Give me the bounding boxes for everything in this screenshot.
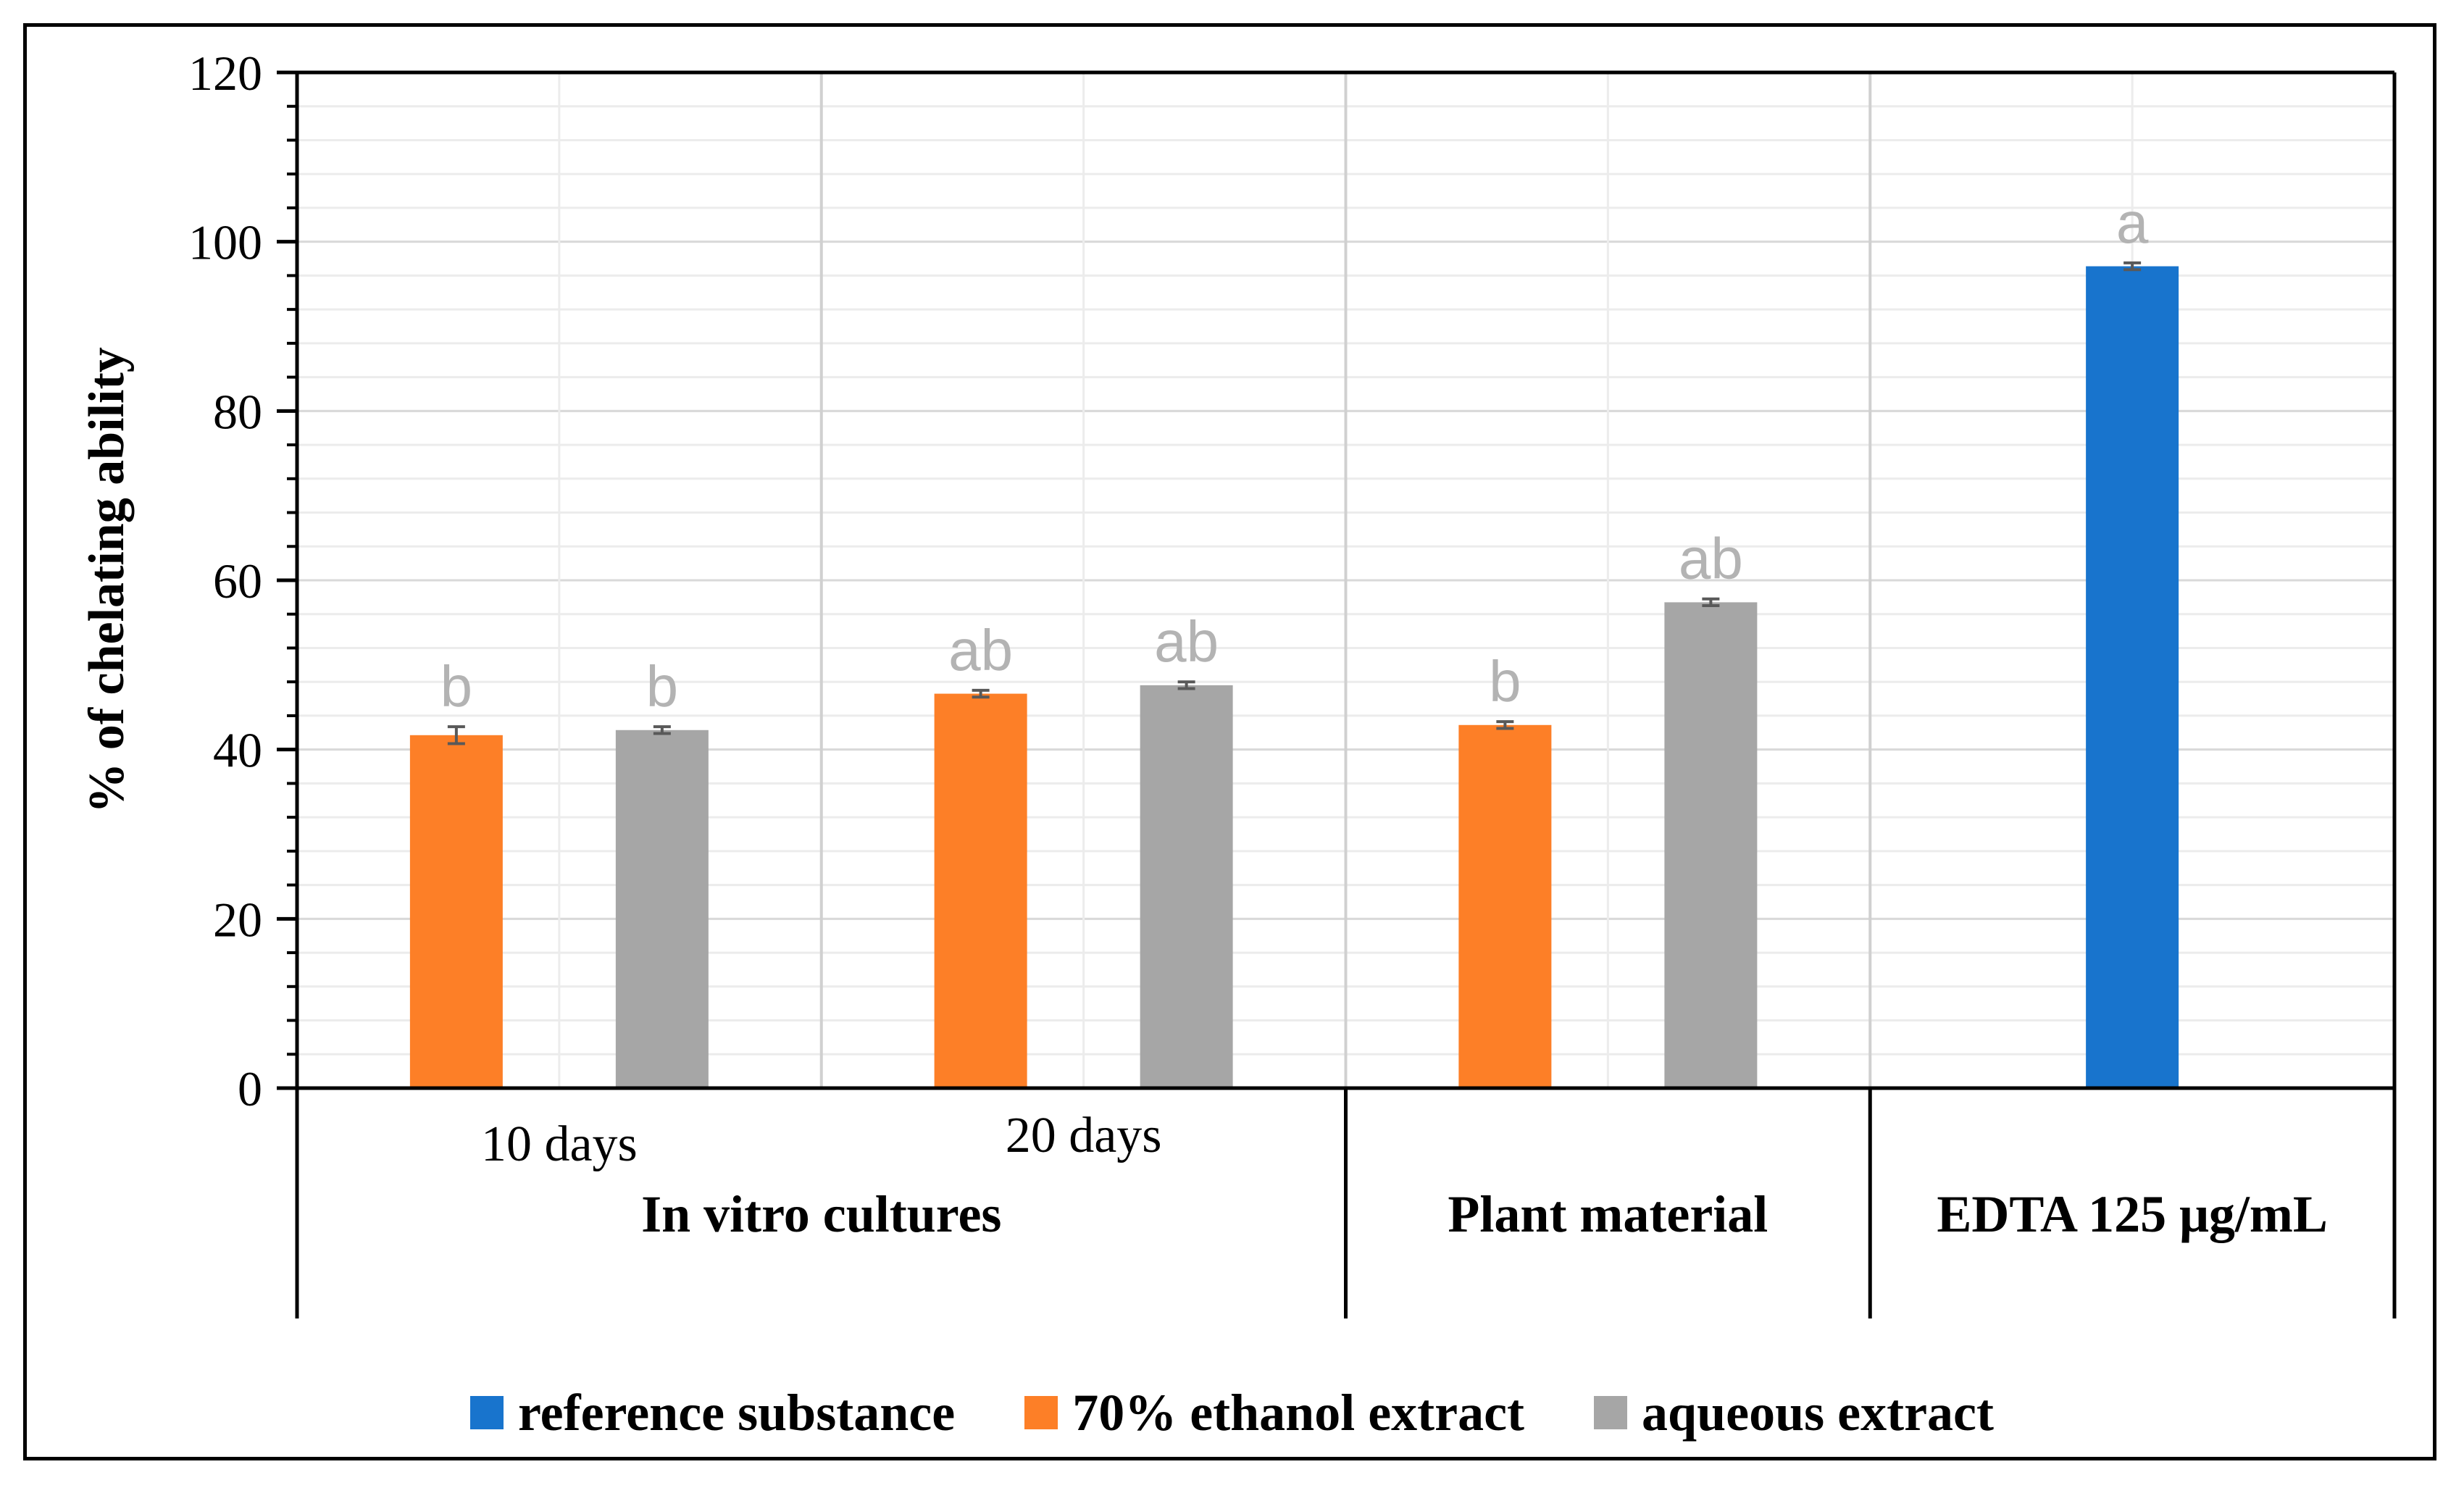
axes (277, 70, 2397, 1318)
legend: reference substance 70% ethanol extract aq… (0, 1376, 2464, 1449)
significance-label: a (2116, 191, 2149, 255)
legend-item: 70% ethanol extract (1024, 1383, 1524, 1443)
bar (1140, 685, 1233, 1088)
legend-item: reference substance (470, 1383, 955, 1443)
bar (1664, 602, 1758, 1088)
bar (2086, 266, 2179, 1088)
legend-label: 70% ethanol extract (1072, 1383, 1525, 1442)
legend-label: aqueous extract (1642, 1383, 1994, 1442)
significance-label: ab (1154, 609, 1219, 674)
bar (1458, 724, 1552, 1088)
y-tick-label: 0 (238, 1061, 262, 1116)
y-tick-label: 100 (188, 215, 262, 270)
y-tick-label: 20 (213, 892, 262, 947)
y-tick-label: 40 (213, 723, 262, 778)
y-tick-label: 80 (213, 384, 262, 439)
y-axis-title: % of chelating ability (79, 347, 135, 814)
significance-label: b (1489, 649, 1521, 714)
bar (409, 735, 503, 1088)
legend-swatch (1594, 1396, 1628, 1429)
y-tick-label: 60 (213, 553, 262, 609)
bar (934, 693, 1027, 1088)
bars (409, 261, 2179, 1088)
x-group-label: Plant material (1448, 1185, 1768, 1243)
legend-label: reference substance (518, 1383, 956, 1442)
legend-swatch (1024, 1396, 1058, 1429)
significance-label: b (440, 654, 473, 719)
x-group-label: In vitro cultures (641, 1185, 1001, 1243)
significance-label: ab (1679, 527, 1743, 591)
bar (615, 730, 709, 1088)
x-subcategory-label: 20 days (1006, 1108, 1162, 1163)
labels: b b ab ab b ab a 0 20 40 60 80 100 120 10 days 20 daysI… (79, 46, 2328, 1243)
grid-lines (297, 71, 2394, 1088)
legend-swatch (470, 1396, 504, 1429)
significance-label: ab (948, 618, 1013, 682)
legend-item: aqueous extract (1594, 1383, 1994, 1443)
x-group-label: EDTA 125 μg/mL (1937, 1185, 2328, 1243)
x-subcategory-label: 10 days (481, 1116, 638, 1172)
y-tick-label: 120 (188, 46, 262, 101)
significance-label: b (646, 654, 679, 719)
